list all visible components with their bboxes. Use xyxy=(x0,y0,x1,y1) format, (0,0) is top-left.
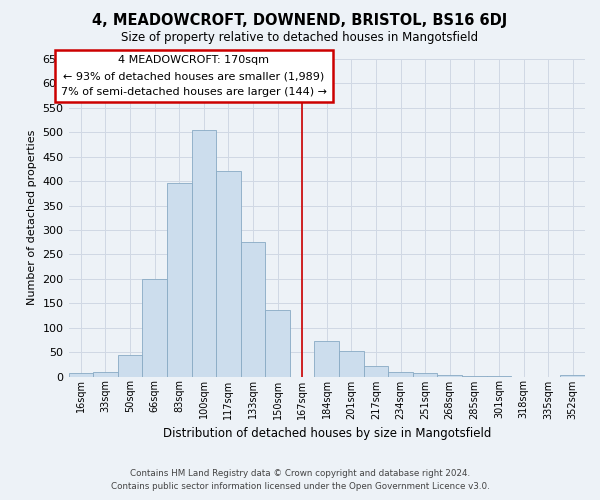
Text: Contains HM Land Registry data © Crown copyright and database right 2024.
Contai: Contains HM Land Registry data © Crown c… xyxy=(110,469,490,491)
Bar xyxy=(167,182,191,376)
Bar xyxy=(339,351,364,376)
Text: 4, MEADOWCROFT, DOWNEND, BRISTOL, BS16 6DJ: 4, MEADOWCROFT, DOWNEND, BRISTOL, BS16 6… xyxy=(92,12,508,28)
Bar xyxy=(388,372,413,376)
Bar xyxy=(364,366,388,376)
Bar xyxy=(118,354,142,376)
Bar xyxy=(93,372,118,376)
Bar xyxy=(413,373,437,376)
Bar xyxy=(216,172,241,376)
Text: 4 MEADOWCROFT: 170sqm
← 93% of detached houses are smaller (1,989)
7% of semi-de: 4 MEADOWCROFT: 170sqm ← 93% of detached … xyxy=(61,56,327,96)
Bar xyxy=(265,310,290,376)
X-axis label: Distribution of detached houses by size in Mangotsfield: Distribution of detached houses by size … xyxy=(163,427,491,440)
Bar xyxy=(191,130,216,376)
Bar xyxy=(437,375,462,376)
Bar xyxy=(68,372,93,376)
Y-axis label: Number of detached properties: Number of detached properties xyxy=(27,130,37,306)
Bar xyxy=(241,242,265,376)
Bar xyxy=(314,342,339,376)
Bar xyxy=(142,279,167,376)
Text: Size of property relative to detached houses in Mangotsfield: Size of property relative to detached ho… xyxy=(121,31,479,44)
Bar xyxy=(560,375,585,376)
